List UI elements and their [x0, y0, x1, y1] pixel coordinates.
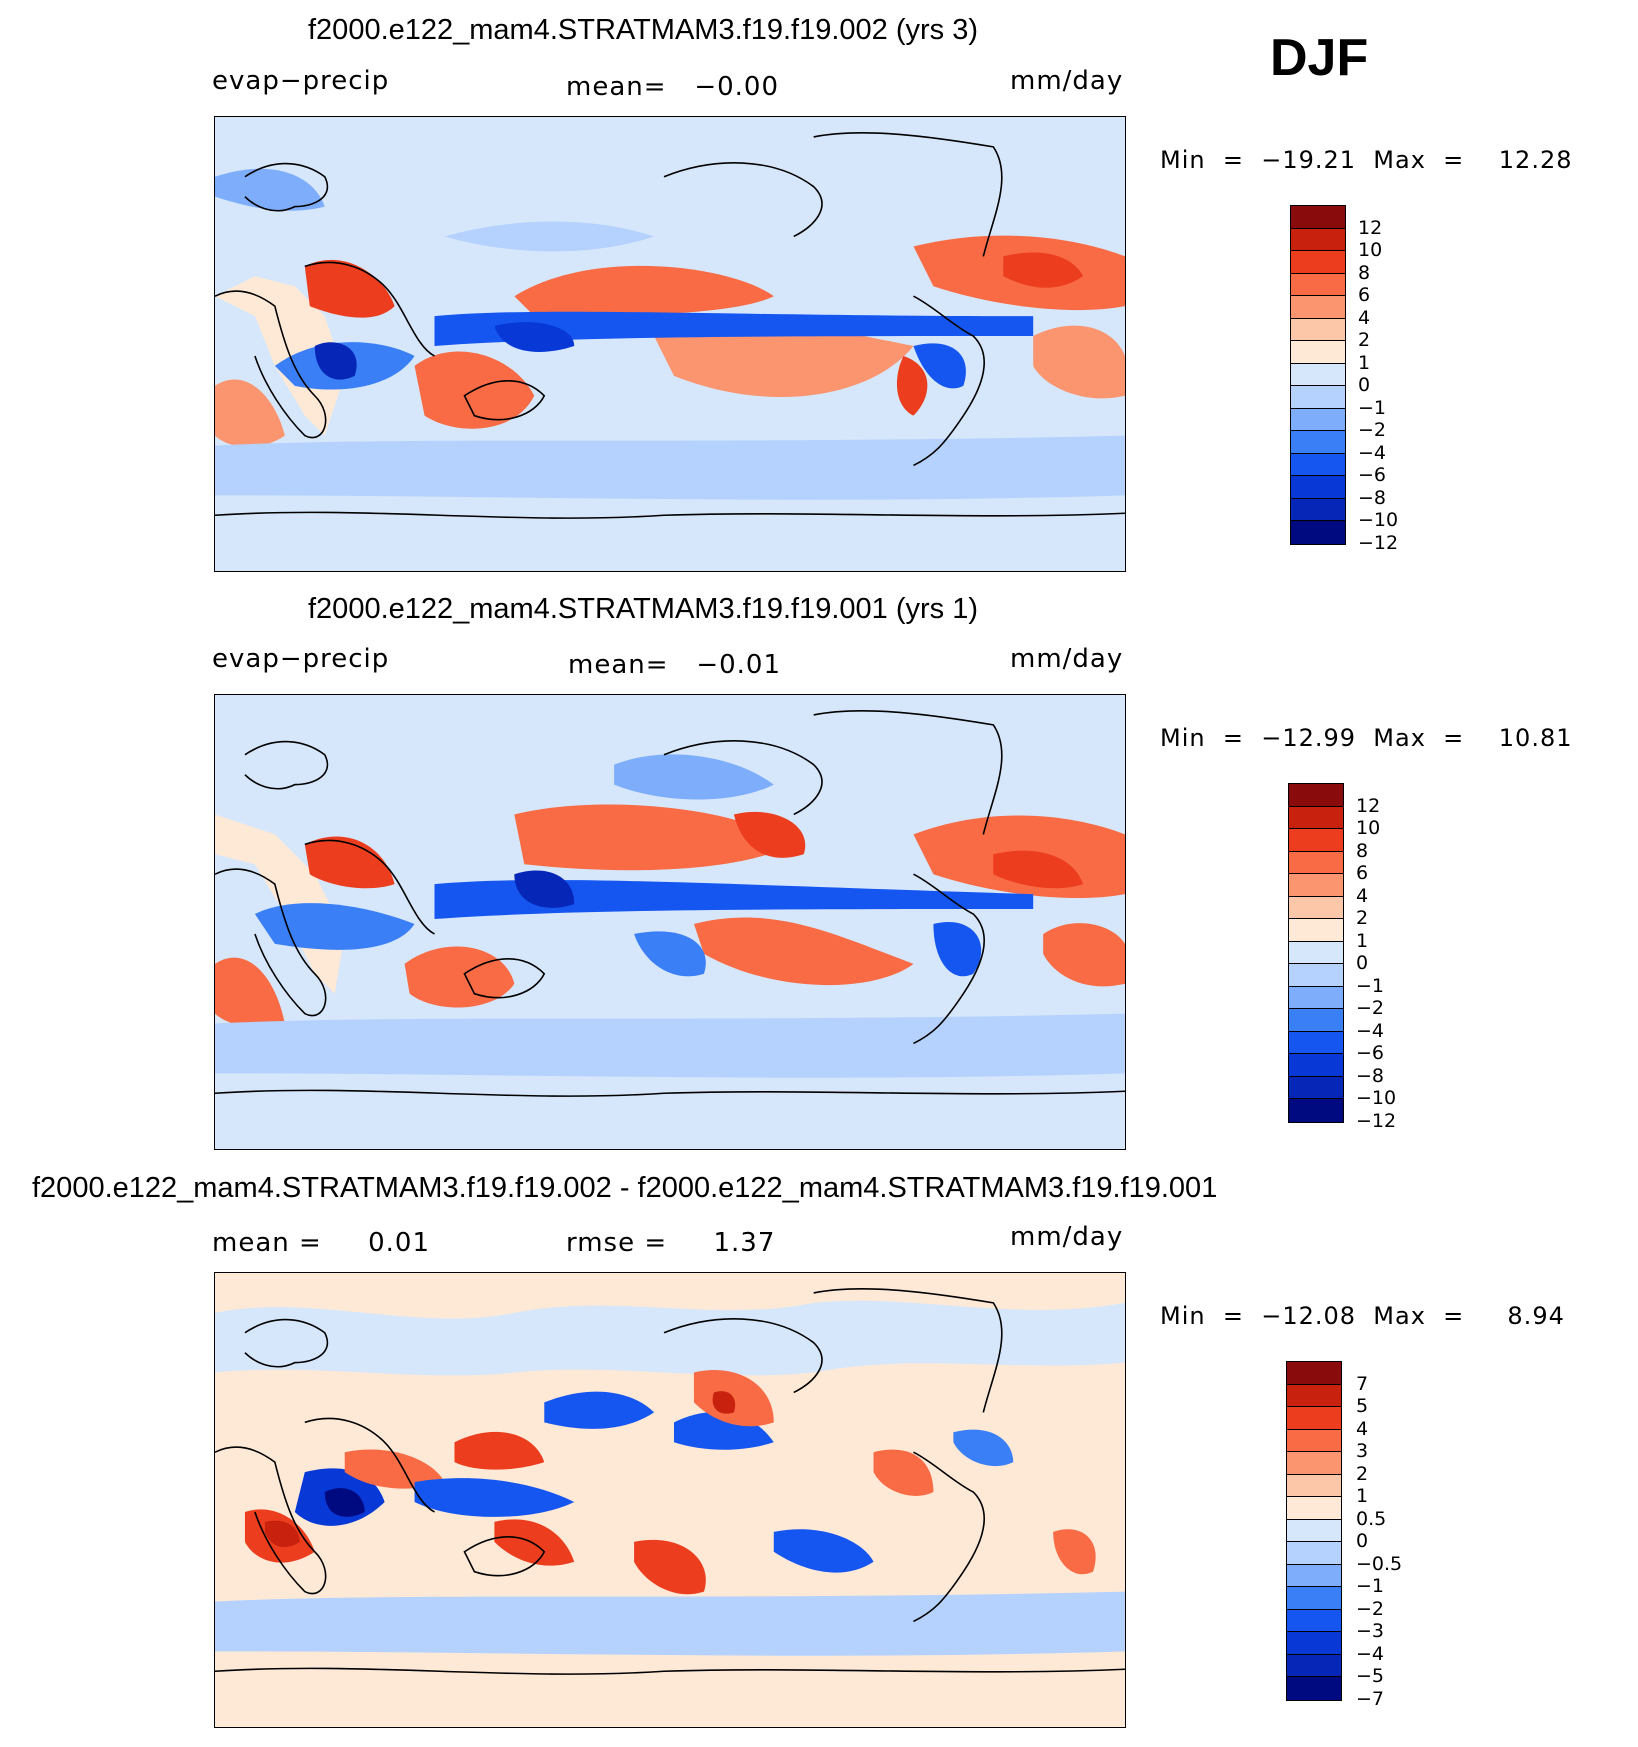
- level-label: 7: [1356, 1373, 1369, 1395]
- level-label: −10: [1356, 1087, 1397, 1109]
- panel-1-colorbar: [1290, 205, 1346, 545]
- panel-1-title: f2000.e122_mam4.STRATMAM3.f19.f19.002 (y…: [308, 14, 978, 46]
- level-label: −1: [1356, 975, 1385, 997]
- level-label: −5: [1356, 1665, 1385, 1687]
- panel-2-units: mm/day: [1010, 644, 1124, 674]
- level-label: −12: [1356, 1110, 1397, 1132]
- panel-1-map: [214, 116, 1126, 572]
- level-label: 1: [1356, 1485, 1369, 1507]
- level-label: −4: [1358, 442, 1387, 464]
- level-label: −4: [1356, 1020, 1385, 1042]
- panel-2-minmax: Min = −12.99 Max = 10.81: [1160, 724, 1573, 752]
- level-label: 3: [1356, 1440, 1369, 1462]
- panel-3-minmax: Min = −12.08 Max = 8.94: [1160, 1302, 1565, 1330]
- level-label: 6: [1356, 862, 1369, 884]
- level-label: −2: [1356, 997, 1385, 1019]
- level-label: −8: [1358, 487, 1387, 509]
- level-label: 0: [1356, 952, 1369, 974]
- level-label: −10: [1358, 509, 1399, 531]
- level-label: −4: [1356, 1643, 1385, 1665]
- level-label: 5: [1356, 1395, 1369, 1417]
- level-label: 1: [1356, 930, 1369, 952]
- level-label: −3: [1356, 1620, 1385, 1642]
- level-label: −6: [1356, 1042, 1385, 1064]
- level-label: −8: [1356, 1065, 1385, 1087]
- panel-1-minmax: Min = −19.21 Max = 12.28: [1160, 146, 1573, 174]
- panel-1-units: mm/day: [1010, 66, 1124, 96]
- level-label: 1: [1358, 352, 1371, 374]
- panel-2-mean: mean= −0.01: [568, 650, 781, 680]
- level-label: −1: [1356, 1575, 1385, 1597]
- level-label: −12: [1358, 532, 1399, 554]
- level-label: 0: [1356, 1530, 1369, 1552]
- level-label: 10: [1356, 817, 1381, 839]
- panel-1-mean: mean= −0.00: [566, 72, 779, 102]
- panel-3-rmse: rmse = 1.37: [566, 1228, 776, 1258]
- panel-2-title: f2000.e122_mam4.STRATMAM3.f19.f19.001 (y…: [308, 593, 978, 625]
- panel-3-colorbar: [1286, 1361, 1342, 1701]
- panel-3-title: f2000.e122_mam4.STRATMAM3.f19.f19.002 - …: [32, 1172, 1218, 1204]
- level-label: 2: [1356, 1463, 1369, 1485]
- level-label: 12: [1356, 795, 1381, 817]
- level-label: 2: [1356, 907, 1369, 929]
- panel-3-units: mm/day: [1010, 1222, 1124, 1252]
- level-label: −0.5: [1356, 1553, 1403, 1575]
- level-label: 0: [1358, 374, 1371, 396]
- level-label: −2: [1356, 1598, 1385, 1620]
- level-label: −2: [1358, 419, 1387, 441]
- level-label: 12: [1358, 217, 1383, 239]
- panel-3-mean: mean = 0.01: [212, 1228, 430, 1258]
- level-label: 4: [1358, 307, 1371, 329]
- level-label: −1: [1358, 397, 1387, 419]
- panel-1-variable: evap−precip: [212, 66, 390, 96]
- season-label: DJF: [1270, 29, 1369, 87]
- panel-3-map: [214, 1272, 1126, 1728]
- level-label: 6: [1358, 284, 1371, 306]
- level-label: 8: [1358, 262, 1371, 284]
- level-label: 10: [1358, 239, 1383, 261]
- level-label: 2: [1358, 329, 1371, 351]
- level-label: −6: [1358, 464, 1387, 486]
- level-label: −7: [1356, 1688, 1385, 1710]
- panel-2-colorbar: [1288, 783, 1344, 1123]
- panel-2-variable: evap−precip: [212, 644, 390, 674]
- level-label: 4: [1356, 1418, 1369, 1440]
- level-label: 4: [1356, 885, 1369, 907]
- panel-2-map: [214, 694, 1126, 1150]
- level-label: 0.5: [1356, 1508, 1387, 1530]
- level-label: 8: [1356, 840, 1369, 862]
